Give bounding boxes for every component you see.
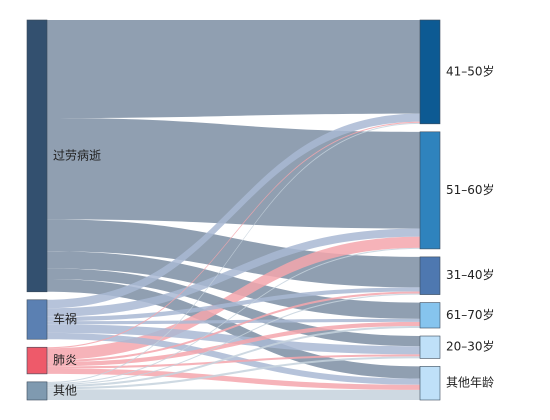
link-s1-t1 bbox=[47, 228, 420, 317]
nodes-layer bbox=[26, 19, 441, 401]
target-node-5 bbox=[419, 366, 441, 401]
link-s3-t1 bbox=[47, 247, 420, 385]
target-node-1 bbox=[419, 131, 441, 250]
link-s1-t5 bbox=[47, 332, 420, 385]
target-label-3: 61–70岁 bbox=[446, 307, 495, 322]
link-s3-t0 bbox=[47, 122, 420, 383]
target-label-0: 41–50岁 bbox=[446, 63, 495, 78]
link-s1-t3 bbox=[47, 318, 420, 325]
link-s0-t4 bbox=[47, 268, 420, 347]
link-s2-t1 bbox=[47, 236, 420, 361]
target-node-3 bbox=[419, 302, 441, 329]
source-node-3 bbox=[26, 381, 48, 401]
link-s2-t5 bbox=[47, 368, 420, 390]
links-layer bbox=[47, 20, 420, 400]
target-label-1: 51–60岁 bbox=[446, 182, 495, 197]
link-s2-t2 bbox=[47, 291, 420, 363]
source-label-0: 过劳病逝 bbox=[53, 147, 101, 162]
target-label-5: 其他年龄 bbox=[446, 376, 494, 390]
source-label-1: 车祸 bbox=[53, 311, 77, 326]
link-s3-t5 bbox=[47, 389, 420, 400]
source-node-1 bbox=[26, 299, 48, 340]
target-label-4: 20–30岁 bbox=[446, 339, 495, 354]
target-node-0 bbox=[419, 19, 441, 125]
link-s0-t5 bbox=[47, 279, 420, 379]
target-label-2: 31–40岁 bbox=[446, 267, 495, 282]
link-s2-t3 bbox=[47, 321, 420, 367]
link-s1-t2 bbox=[47, 287, 420, 322]
link-s3-t3 bbox=[47, 325, 420, 388]
link-s2-t0 bbox=[47, 121, 420, 349]
link-s3-t2 bbox=[47, 293, 420, 386]
source-node-2 bbox=[26, 346, 48, 375]
target-node-2 bbox=[419, 256, 441, 295]
link-s1-t0 bbox=[47, 113, 420, 309]
link-s3-t4 bbox=[47, 356, 420, 390]
target-node-4 bbox=[419, 335, 441, 359]
link-s2-t4 bbox=[47, 354, 420, 369]
link-s0-t3 bbox=[47, 251, 420, 319]
source-node-0 bbox=[26, 19, 48, 293]
link-s0-t0 bbox=[47, 20, 420, 119]
source-label-3: 其他 bbox=[53, 383, 77, 397]
source-label-2: 肺炎 bbox=[53, 353, 77, 367]
